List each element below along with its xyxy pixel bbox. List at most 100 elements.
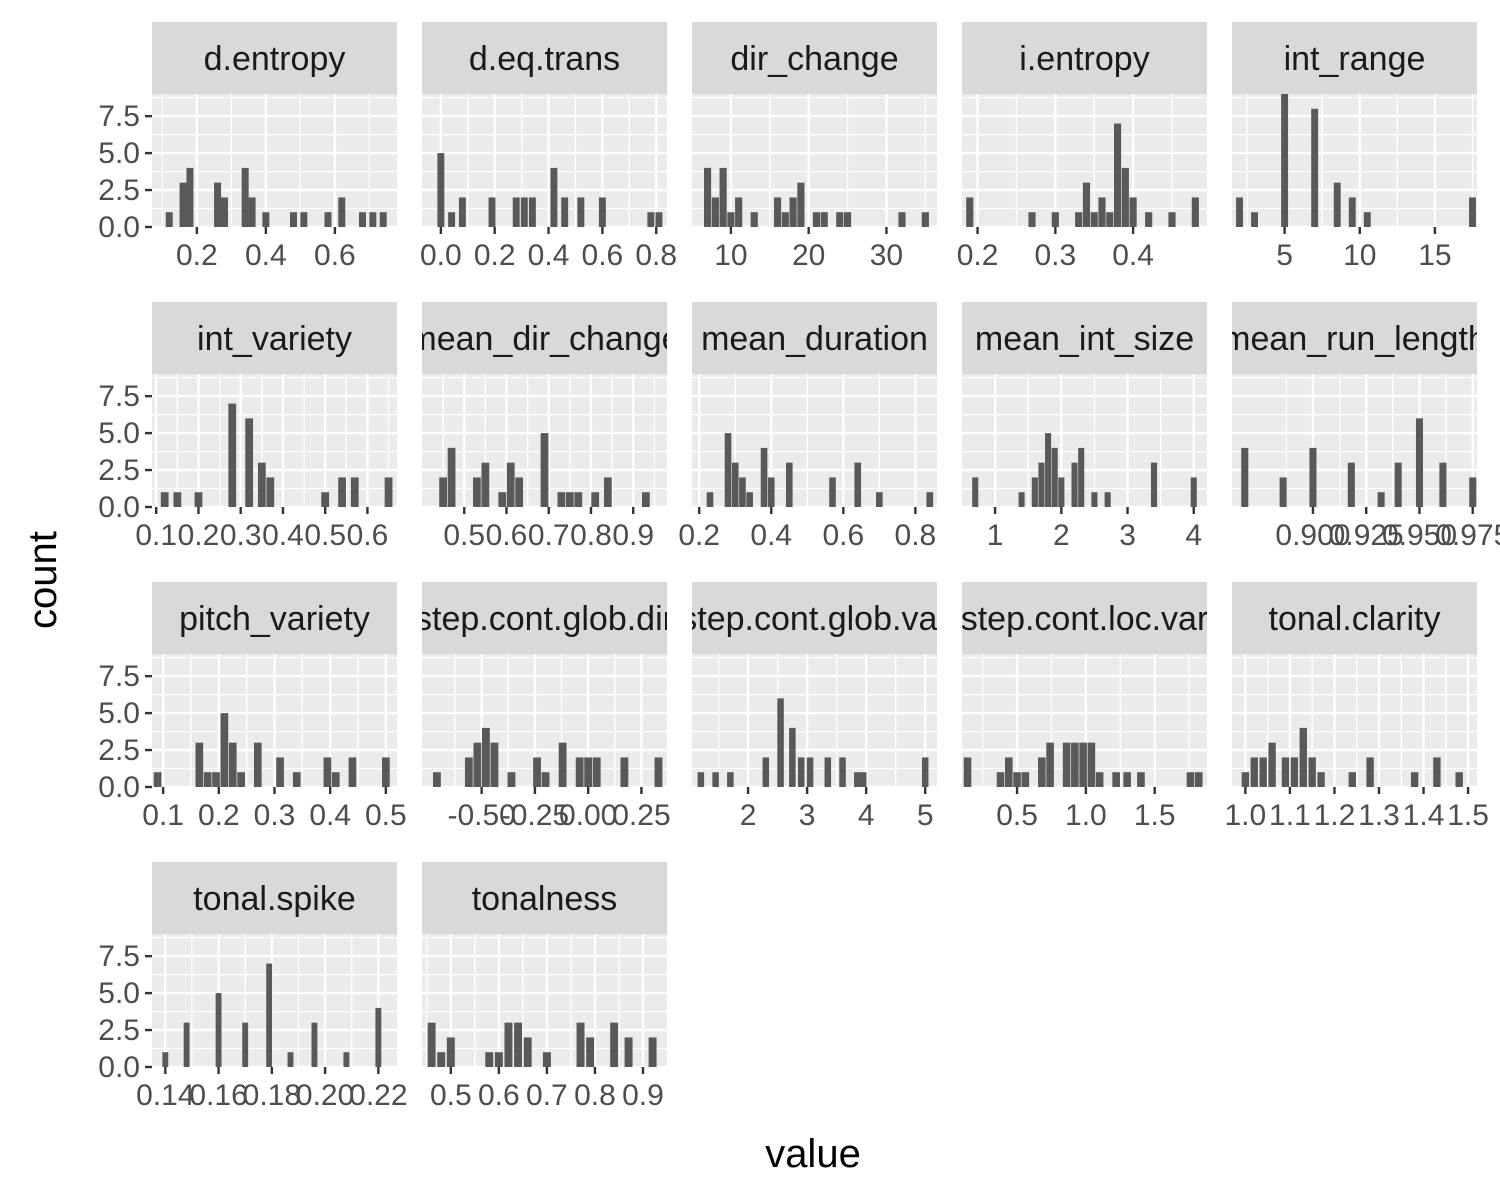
histogram-bar: [603, 477, 612, 507]
histogram-bar: [160, 492, 169, 507]
y-tick-label: 0.0: [98, 491, 140, 524]
histogram-bar: [173, 492, 182, 507]
x-tick-label: 4: [1185, 519, 1202, 552]
histogram-bar: [1259, 757, 1267, 787]
histogram-bar: [839, 757, 846, 787]
x-tick-label: 0.20: [296, 1079, 354, 1112]
x-tick-label: 0.5: [996, 799, 1038, 832]
histogram-bar: [257, 462, 266, 507]
facet-strip-label: step.cont.glob.dir: [415, 600, 674, 638]
histogram-bar: [214, 182, 222, 227]
facet-panel-i-entropy: i.entropy 0.2 0.3 0.4: [957, 22, 1207, 272]
x-tick-label: 0.7: [526, 1079, 568, 1112]
x-tick-label: 0.2: [474, 239, 516, 272]
facet-panel-d-eq-trans: d.eq.trans 0.0 0.2 0.4 0.6 0.8: [420, 22, 677, 272]
histogram-bar: [739, 477, 746, 507]
x-tick-label: 0.975: [1435, 519, 1500, 552]
histogram-bar: [820, 212, 828, 227]
histogram-bar: [343, 1052, 350, 1067]
histogram-bar: [624, 1037, 633, 1067]
facet-strip: [422, 302, 667, 374]
histogram-bar: [1004, 757, 1013, 787]
histogram-bar: [1347, 462, 1355, 507]
histogram-bar: [558, 742, 567, 787]
x-tick-label: 1.5: [1134, 799, 1176, 832]
facet-strip: [1232, 582, 1477, 654]
x-tick-label: 0.2: [198, 799, 240, 832]
histogram-bar: [375, 1007, 382, 1067]
histogram-bar: [797, 757, 805, 787]
x-tick-label: 0.6: [486, 519, 528, 552]
x-tick-label: 0.3: [254, 799, 296, 832]
y-tick-label: 7.5: [98, 380, 140, 413]
histogram-bar: [789, 727, 796, 787]
facet-panels: d.entropy 0.2 0.4 0.6 0.0 2.5 5.0 7.5 d.eq.trans…: [98, 22, 1500, 1112]
histogram-bar: [1104, 492, 1111, 507]
facet-strip: [962, 582, 1207, 654]
histogram-bar: [1348, 772, 1356, 787]
histogram-bar: [220, 713, 229, 787]
histogram-bar: [228, 403, 237, 507]
histogram-bar: [654, 757, 663, 787]
histogram-bar: [448, 212, 456, 227]
histogram-bar: [719, 167, 727, 227]
histogram-bar: [520, 197, 528, 227]
histogram-bar: [574, 492, 583, 507]
histogram-bar: [641, 492, 650, 507]
histogram-bar: [1078, 447, 1085, 507]
x-tick-label: 0.1: [142, 799, 184, 832]
histogram-bar: [203, 772, 212, 787]
facet-strip: [422, 862, 667, 934]
x-tick-label: 0.2: [176, 239, 218, 272]
histogram-bar: [248, 197, 256, 227]
x-tick-label: 15: [1418, 239, 1451, 272]
x-tick-label: 0.00: [559, 799, 617, 832]
panel-background: [962, 374, 1207, 507]
x-tick-label: 30: [870, 239, 903, 272]
histogram-bar: [1333, 182, 1341, 227]
histogram-bar: [245, 418, 254, 507]
facet-strip: [692, 302, 937, 374]
histogram-bar: [1018, 492, 1025, 507]
x-tick-label: 1.4: [1403, 799, 1445, 832]
histogram-bar: [507, 772, 516, 787]
facet-strip-label: tonalness: [472, 880, 618, 918]
histogram-bar: [1309, 447, 1317, 507]
histogram-bar: [575, 757, 584, 787]
histogram-bar: [703, 167, 712, 227]
y-tick-label: 7.5: [98, 940, 140, 973]
histogram-bar: [437, 153, 445, 227]
histogram-bar: [727, 212, 735, 227]
histogram-bar: [647, 212, 655, 227]
x-tick-label: 1.1: [1269, 799, 1311, 832]
x-tick-label: 0.18: [243, 1079, 301, 1112]
histogram-bar: [854, 462, 862, 507]
histogram-bar: [1090, 212, 1098, 227]
histogram-bar: [712, 772, 719, 787]
x-tick-label: 0.9: [612, 519, 654, 552]
histogram-bar: [528, 197, 536, 227]
histogram-bar: [1308, 757, 1316, 787]
histogram-bar: [331, 772, 340, 787]
histogram-bar: [506, 462, 515, 507]
histogram-bar: [1415, 418, 1424, 507]
histogram-bar: [490, 742, 499, 787]
histogram-bar: [379, 212, 387, 227]
histogram-bar: [966, 197, 974, 227]
histogram-bar: [1251, 212, 1259, 227]
histogram-bar: [1106, 212, 1114, 227]
histogram-bar: [540, 433, 549, 507]
histogram-bar: [179, 182, 187, 227]
histogram-bar: [439, 477, 448, 507]
x-tick-label: 1.0: [1065, 799, 1107, 832]
histogram-bar: [577, 197, 585, 227]
histogram-bar: [382, 757, 390, 787]
x-tick-label: 5: [1276, 239, 1293, 272]
histogram-bar: [542, 1052, 551, 1067]
histogram-bar: [843, 212, 852, 227]
histogram-bar: [648, 1037, 657, 1067]
histogram-bar: [773, 197, 782, 227]
histogram-bar: [1241, 772, 1250, 787]
x-tick-label: 0.3: [1034, 239, 1076, 272]
histogram-bar: [1348, 197, 1356, 227]
